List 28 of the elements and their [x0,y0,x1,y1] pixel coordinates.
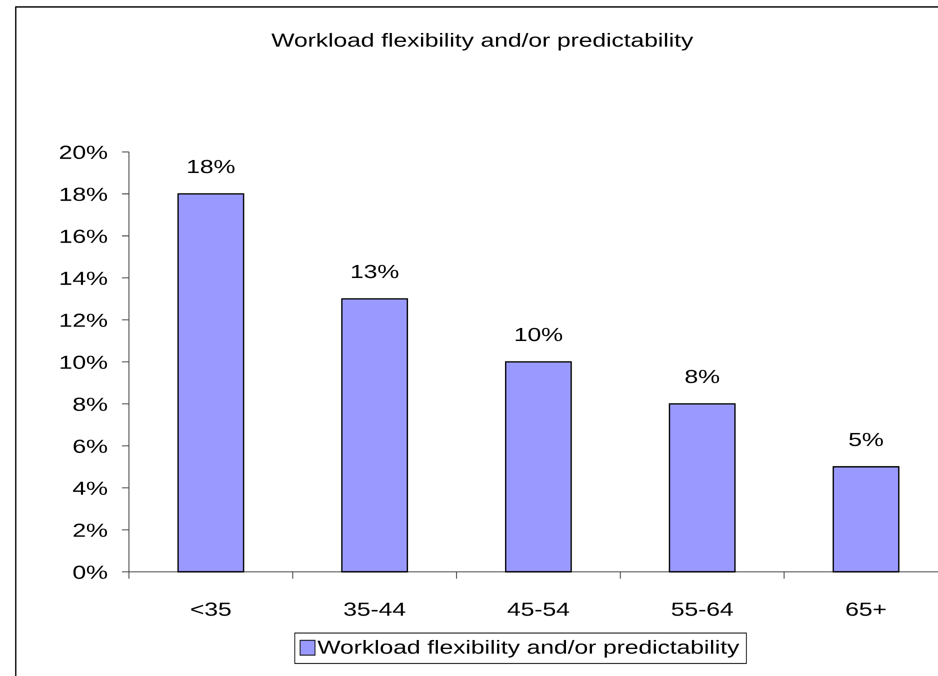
y-tick-label: 14% [60,272,107,285]
data-label: 5% [849,432,883,446]
y-tick-label: 0% [73,566,107,579]
data-label: 10% [516,328,562,342]
bar [341,298,408,572]
bar [668,403,736,572]
data-label: 18% [188,160,234,174]
x-tick-label: <35 [191,602,231,616]
y-tick-label: 18% [60,188,107,201]
x-tick-label: 35-44 [344,602,406,616]
chart-title: Workload flexibility and/or predictability [271,32,694,51]
data-label: 8% [686,370,720,384]
legend-label: Workload flexibility and/or predictability [318,640,740,658]
y-tick-label: 2% [74,524,107,537]
x-tick-label: 55-64 [672,602,733,616]
bar [832,466,900,572]
x-tick-label: 65+ [846,602,886,616]
y-tick-label: 4% [73,482,107,495]
y-tick-label: 8% [74,398,107,411]
y-tick-label: 16% [60,230,107,243]
y-tick-label: 10% [60,356,107,369]
y-tick-label: 12% [60,314,107,327]
y-tick-label: 6% [74,440,107,453]
bar [177,193,244,572]
x-tick-label: 45-54 [508,602,570,616]
data-label: 13% [352,264,398,278]
bar [505,361,572,572]
y-tick-label: 20% [60,146,107,160]
